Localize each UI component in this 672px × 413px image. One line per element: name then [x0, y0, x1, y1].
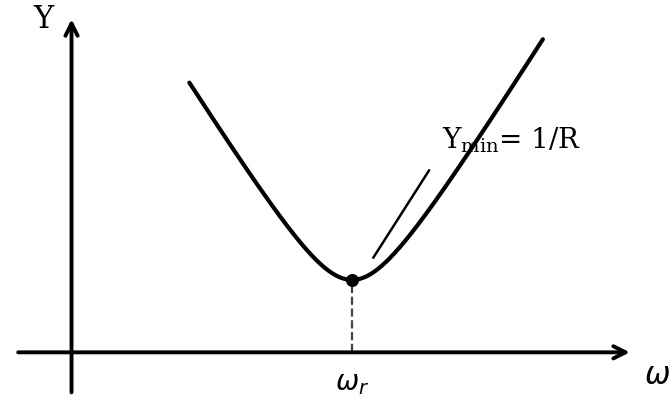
Text: $\mathregular{Y}_{\mathregular{min}}$= 1/R: $\mathregular{Y}_{\mathregular{min}}$= 1… [442, 125, 581, 155]
Text: $\omega$: $\omega$ [644, 360, 670, 391]
Text: $\omega_r$: $\omega_r$ [335, 370, 369, 397]
Text: Y: Y [34, 4, 54, 35]
Point [347, 277, 358, 283]
